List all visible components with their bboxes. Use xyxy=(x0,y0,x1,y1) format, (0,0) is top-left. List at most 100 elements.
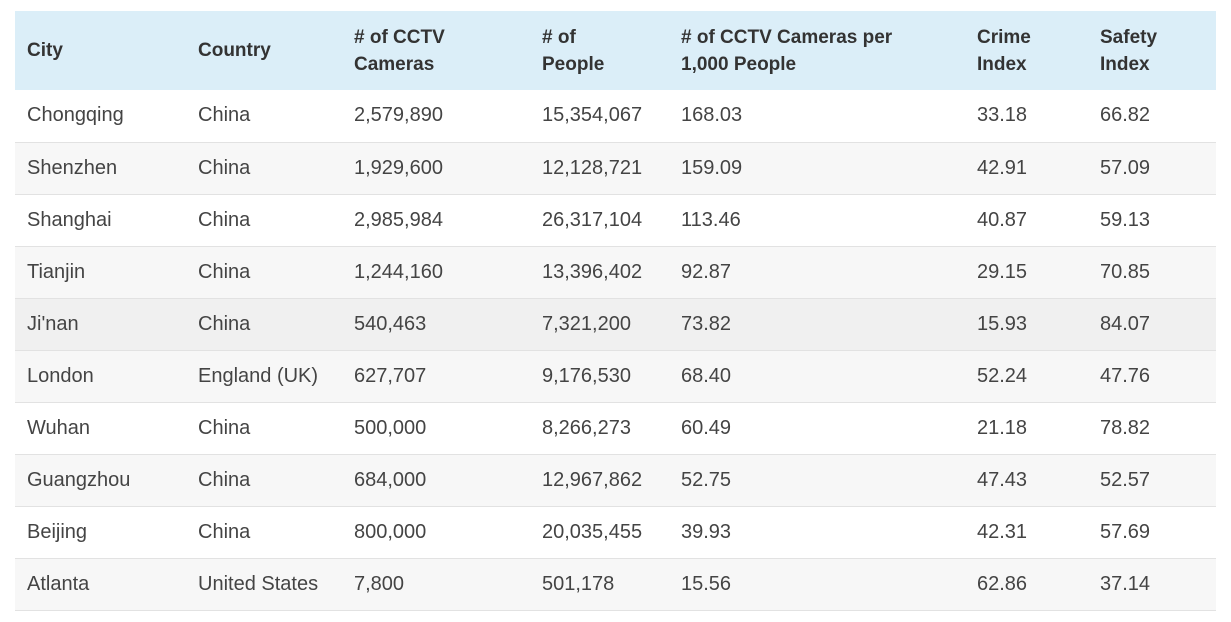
cell-cameras-per-1000: 52.75 xyxy=(681,468,732,491)
cell-cameras-per-1000: 15.56 xyxy=(681,572,732,595)
table-body: Chongqing China 2,579,890 15,354,067 168… xyxy=(15,90,1216,610)
table-row: London England (UK) 627,707 9,176,530 68… xyxy=(15,350,1216,402)
cell-cctv-cameras: 500,000 xyxy=(354,416,427,439)
cell-people: 15,354,067 xyxy=(542,104,643,127)
table-header: City Country # of CCTV Cameras # of People… xyxy=(15,11,1216,90)
header-cameras-per-1000-line2: 1,000 People xyxy=(681,53,797,75)
cell-city: Beijing xyxy=(27,520,88,543)
cell-people: 20,035,455 xyxy=(542,520,643,543)
table-row: Guangzhou China 684,000 12,967,862 52.75… xyxy=(15,454,1216,506)
table-row: Shenzhen China 1,929,600 12,128,721 159.… xyxy=(15,142,1216,194)
header-crime-index: Crime Index xyxy=(965,11,1088,90)
header-cameras-per-1000: # of CCTV Cameras per 1,000 People xyxy=(669,11,965,90)
cctv-cities-table: City Country # of CCTV Cameras # of People… xyxy=(15,11,1216,611)
cell-city: Shanghai xyxy=(27,208,112,231)
cell-safety-index: 78.82 xyxy=(1100,416,1151,439)
cell-people: 12,128,721 xyxy=(542,156,643,179)
cell-city: Wuhan xyxy=(27,416,91,439)
cctv-table-container: City Country # of CCTV Cameras # of People… xyxy=(15,11,1216,611)
header-people: # of People xyxy=(530,11,669,90)
cell-cctv-cameras: 627,707 xyxy=(354,364,427,387)
table-row: Ji'nan China 540,463 7,321,200 73.82 15.… xyxy=(15,298,1216,350)
cell-cctv-cameras: 684,000 xyxy=(354,468,427,491)
cell-country: England (UK) xyxy=(198,364,319,387)
cell-cctv-cameras: 2,579,890 xyxy=(354,104,443,127)
cell-crime-index: 15.93 xyxy=(977,312,1028,335)
cell-safety-index: 37.14 xyxy=(1100,572,1151,595)
cell-cameras-per-1000: 159.09 xyxy=(681,156,743,179)
cell-country: United States xyxy=(198,572,319,595)
cell-country: China xyxy=(198,156,251,179)
cell-safety-index: 70.85 xyxy=(1100,260,1151,283)
cell-safety-index: 57.69 xyxy=(1100,520,1151,543)
cell-city: Atlanta xyxy=(27,572,90,595)
cell-country: China xyxy=(198,260,251,283)
cell-crime-index: 21.18 xyxy=(977,416,1028,439)
header-cameras-per-1000-line1: # of CCTV Cameras per xyxy=(681,26,893,48)
header-cctv-cameras-line2: Cameras xyxy=(354,53,435,75)
header-people-line1: # of xyxy=(542,26,576,48)
cell-cameras-per-1000: 73.82 xyxy=(681,312,732,335)
cell-crime-index: 52.24 xyxy=(977,364,1028,387)
header-people-line2: People xyxy=(542,53,605,75)
cell-safety-index: 59.13 xyxy=(1100,208,1151,231)
cell-safety-index: 84.07 xyxy=(1100,312,1151,335)
cell-crime-index: 47.43 xyxy=(977,468,1028,491)
cell-crime-index: 42.31 xyxy=(977,520,1028,543)
cell-cctv-cameras: 800,000 xyxy=(354,520,427,543)
table-row: Shanghai China 2,985,984 26,317,104 113.… xyxy=(15,194,1216,246)
cell-city: London xyxy=(27,364,94,387)
table-row: Beijing China 800,000 20,035,455 39.93 4… xyxy=(15,506,1216,558)
header-safety-index: Safety Index xyxy=(1088,11,1216,90)
cell-safety-index: 57.09 xyxy=(1100,156,1151,179)
cell-country: China xyxy=(198,468,251,491)
cell-cameras-per-1000: 39.93 xyxy=(681,520,732,543)
cell-city: Chongqing xyxy=(27,104,124,127)
cell-cameras-per-1000: 168.03 xyxy=(681,104,743,127)
header-safety-index-line2: Index xyxy=(1100,53,1150,75)
header-city-line1: City xyxy=(27,40,63,61)
cell-country: China xyxy=(198,208,251,231)
cell-crime-index: 29.15 xyxy=(977,260,1028,283)
cell-people: 26,317,104 xyxy=(542,208,643,231)
cell-people: 9,176,530 xyxy=(542,364,631,387)
table-row: Wuhan China 500,000 8,266,273 60.49 21.1… xyxy=(15,402,1216,454)
header-country-line1: Country xyxy=(198,40,271,61)
cell-crime-index: 62.86 xyxy=(977,572,1028,595)
cell-country: China xyxy=(198,312,251,335)
cell-city: Ji'nan xyxy=(27,312,79,335)
cell-cameras-per-1000: 60.49 xyxy=(681,416,732,439)
cell-people: 13,396,402 xyxy=(542,260,643,283)
cell-cctv-cameras: 540,463 xyxy=(354,312,427,335)
cell-city: Tianjin xyxy=(27,260,86,283)
cell-cctv-cameras: 1,929,600 xyxy=(354,156,443,179)
cell-people: 12,967,862 xyxy=(542,468,643,491)
cell-safety-index: 52.57 xyxy=(1100,468,1151,491)
header-crime-index-line2: Index xyxy=(977,53,1027,75)
cell-cameras-per-1000: 68.40 xyxy=(681,364,732,387)
cell-people: 501,178 xyxy=(542,572,615,595)
header-cctv-cameras: # of CCTV Cameras xyxy=(342,11,530,90)
cell-country: China xyxy=(198,104,251,127)
cell-crime-index: 40.87 xyxy=(977,208,1028,231)
cell-cctv-cameras: 2,985,984 xyxy=(354,208,443,231)
cell-safety-index: 47.76 xyxy=(1100,364,1151,387)
header-crime-index-line1: Crime xyxy=(977,26,1031,48)
cell-cameras-per-1000: 92.87 xyxy=(681,260,732,283)
cell-people: 7,321,200 xyxy=(542,312,631,335)
header-row: City Country # of CCTV Cameras # of People… xyxy=(15,11,1216,90)
cell-crime-index: 33.18 xyxy=(977,104,1028,127)
cell-country: China xyxy=(198,416,251,439)
cell-country: China xyxy=(198,520,251,543)
table-row: Atlanta United States 7,800 501,178 15.5… xyxy=(15,558,1216,610)
table-row: Tianjin China 1,244,160 13,396,402 92.87… xyxy=(15,246,1216,298)
cell-city: Guangzhou xyxy=(27,468,131,491)
header-cctv-cameras-line1: # of CCTV xyxy=(354,26,445,48)
cell-crime-index: 42.91 xyxy=(977,156,1028,179)
table-row: Chongqing China 2,579,890 15,354,067 168… xyxy=(15,90,1216,142)
header-country: Country xyxy=(186,11,342,90)
cell-cameras-per-1000: 113.46 xyxy=(681,208,741,231)
header-city: City xyxy=(15,11,186,90)
cell-people: 8,266,273 xyxy=(542,416,631,439)
cell-cctv-cameras: 1,244,160 xyxy=(354,260,443,283)
